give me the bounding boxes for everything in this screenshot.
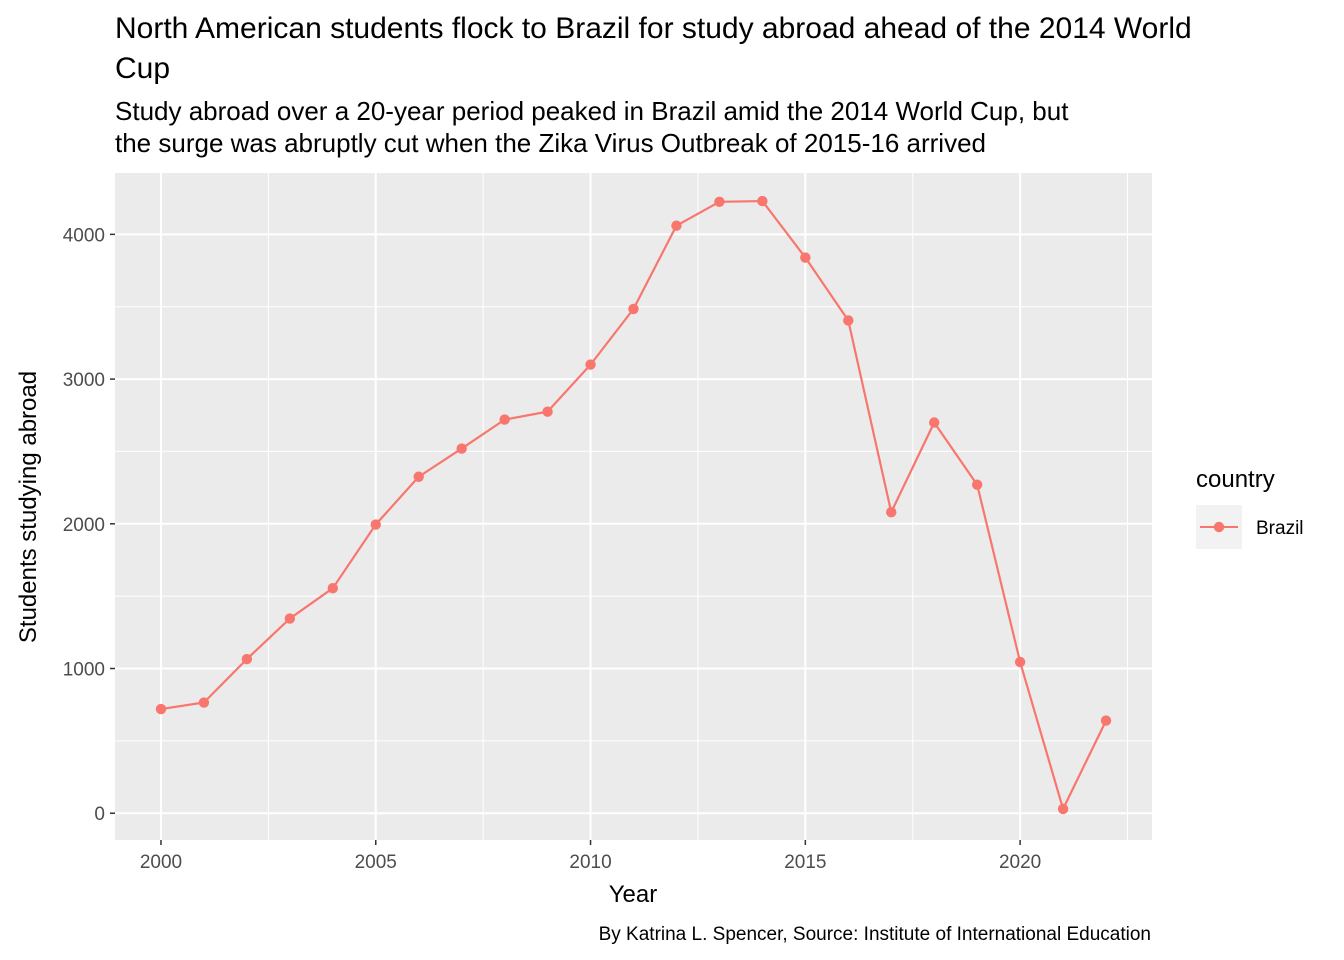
data-point bbox=[714, 196, 725, 207]
data-point bbox=[800, 252, 811, 263]
series-layer bbox=[155, 195, 1112, 815]
data-point bbox=[671, 220, 682, 231]
data-point bbox=[155, 703, 167, 715]
legend-key-point bbox=[1213, 521, 1225, 533]
data-point bbox=[241, 653, 253, 665]
legend-title: country bbox=[1196, 466, 1275, 493]
data-point bbox=[284, 613, 296, 624]
chart-title-line-2: Cup bbox=[115, 52, 170, 85]
data-point bbox=[542, 406, 553, 417]
x-tick-label: 2005 bbox=[355, 852, 397, 873]
legend-label-brazil: Brazil bbox=[1256, 518, 1304, 539]
data-point bbox=[413, 471, 424, 482]
data-point bbox=[370, 519, 381, 530]
chart-subtitle-line-1: Study abroad over a 20-year period peake… bbox=[115, 96, 1069, 126]
y-tick-label: 3000 bbox=[63, 370, 105, 391]
data-point bbox=[886, 507, 897, 518]
data-point bbox=[843, 315, 854, 326]
data-point bbox=[456, 443, 467, 454]
x-tick-label: 2020 bbox=[999, 852, 1041, 873]
y-tick-label: 4000 bbox=[63, 225, 105, 246]
legend: country Brazil bbox=[1196, 466, 1304, 549]
y-tick-label: 2000 bbox=[63, 515, 105, 536]
data-point bbox=[198, 697, 210, 708]
data-point bbox=[929, 417, 940, 428]
chart-caption: By Katrina L. Spencer, Source: Institute… bbox=[599, 924, 1151, 945]
data-point bbox=[327, 582, 338, 594]
y-axis-title: Students studying abroad bbox=[15, 371, 42, 643]
data-point bbox=[499, 414, 510, 425]
x-tick-label: 2000 bbox=[140, 852, 182, 873]
data-point bbox=[585, 359, 596, 370]
x-tick-label: 2015 bbox=[784, 852, 826, 873]
data-point bbox=[1100, 715, 1112, 726]
data-point bbox=[628, 303, 639, 315]
data-point bbox=[1057, 803, 1069, 815]
grid-minor bbox=[115, 173, 1152, 840]
data-point bbox=[971, 479, 983, 490]
y-tick-label: 1000 bbox=[63, 660, 105, 681]
y-axis: 0 1000 2000 3000 4000 bbox=[63, 225, 115, 825]
plot-panel bbox=[115, 173, 1152, 840]
grid-major bbox=[115, 173, 1152, 840]
x-tick-label: 2010 bbox=[569, 852, 611, 873]
chart-title-line-1: North American students flock to Brazil … bbox=[115, 12, 1192, 45]
chart-subtitle-line-2: the surge was abruptly cut when the Zika… bbox=[115, 128, 986, 158]
x-axis: 2000 2005 2010 2015 2020 bbox=[140, 840, 1041, 873]
data-point bbox=[1014, 656, 1026, 668]
x-axis-title: Year bbox=[609, 881, 658, 908]
data-point bbox=[757, 195, 768, 207]
y-tick-label: 0 bbox=[94, 804, 105, 825]
